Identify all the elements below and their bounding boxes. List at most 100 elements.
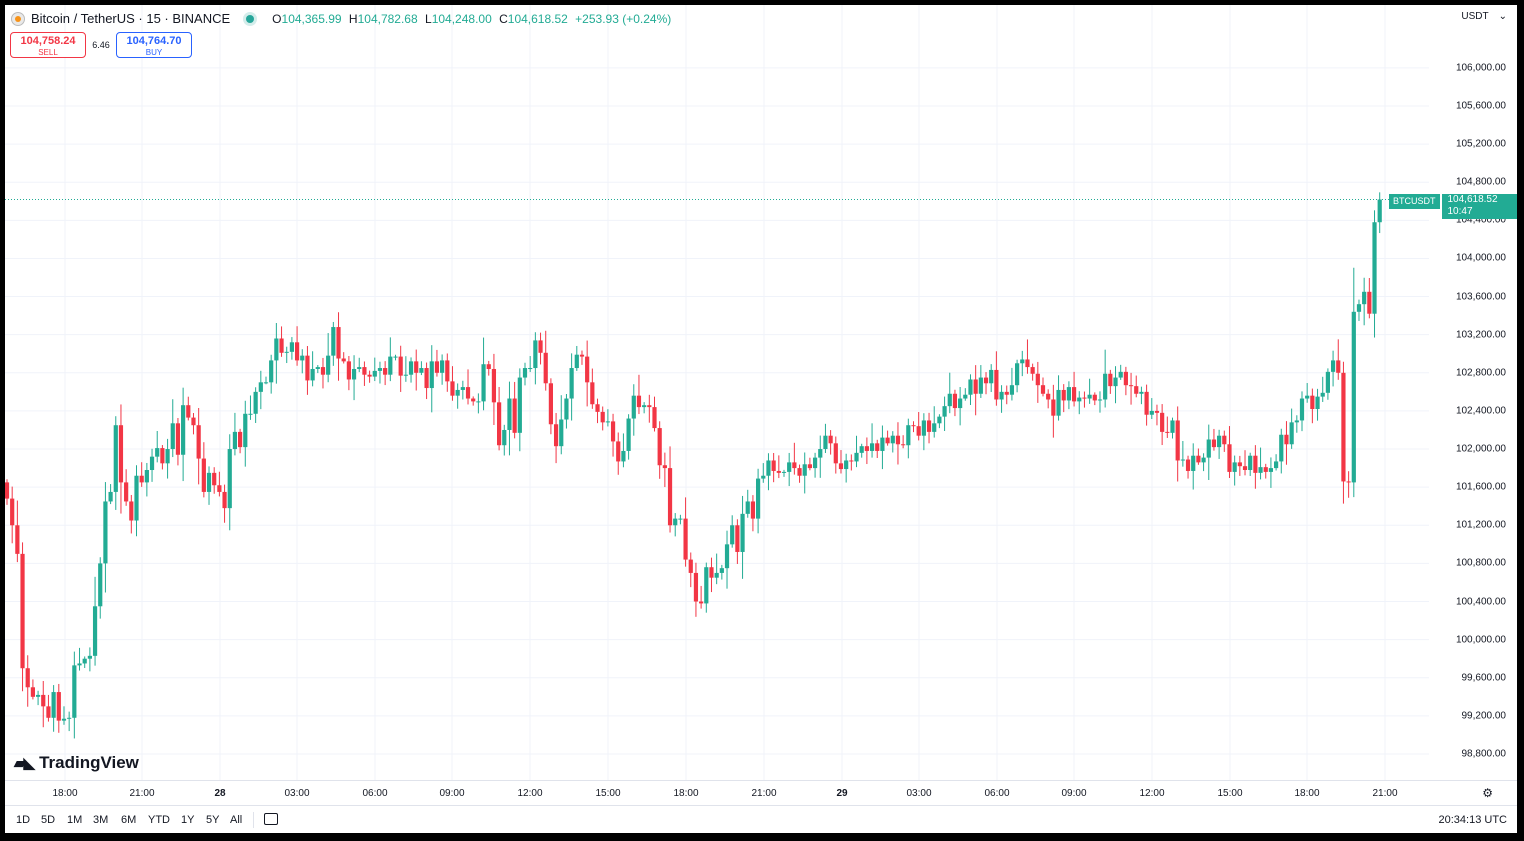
candle-body [113,425,118,492]
bottom-toolbar: 1D 5D 1M 3M 6M YTD 1Y 5Y All 20:34:13 UTC [5,805,1517,833]
candle-body [118,425,124,483]
candle-body [134,475,139,521]
candle-body [1315,396,1320,410]
candle-body [300,355,305,361]
range-button-ytd[interactable]: YTD [148,814,170,826]
high-label: H [348,11,358,26]
candle-body [1087,394,1092,399]
candle-body [455,389,460,396]
currency-selector[interactable]: USDT ⌄ [1461,11,1507,22]
candle-body [497,402,502,446]
candle-body [662,465,667,469]
time-tick-label: 15:00 [595,788,621,799]
range-button-5y[interactable]: 5Y [206,814,220,826]
price-tick-label: 104,800.00 [1455,176,1506,188]
candle-body [1299,398,1305,421]
candle-body [341,358,346,362]
candle-body [797,468,802,476]
candle-body [885,437,890,444]
candle-body [735,525,740,552]
candle-body [1035,373,1040,386]
candle-body [1258,467,1263,473]
price-axis[interactable]: USDT ⌄ 98,800.00 99,200.00 99,600.00 100,00… [1429,5,1517,780]
range-button-6m[interactable]: 6M [121,814,137,826]
candle-body [952,393,958,409]
tradingview-logo[interactable]: ▰◣ TradingView [14,753,139,773]
candle-body [398,356,403,376]
candle-body [10,498,15,526]
candle-body [600,411,605,423]
range-button-1m[interactable]: 1M [67,814,83,826]
candle-body [1336,360,1341,373]
chart-pane[interactable]: Bitcoin / TetherUS · 15 · BINANCE O104,3… [5,5,1429,780]
time-tick-label: 28 [214,788,226,799]
price-tick-label: 100,400.00 [1455,596,1506,608]
utc-clock[interactable]: 20:34:13 UTC [1438,814,1507,826]
candle-body [206,472,212,492]
candle-body [160,448,165,464]
price-tick-label: 102,000.00 [1455,443,1506,455]
candle-body [854,452,859,462]
candle-body [548,383,553,425]
candle-body [491,368,497,403]
candle-body [139,475,144,483]
open-label: O [272,11,282,26]
range-button-3m[interactable]: 3M [93,814,109,826]
candle-body [1191,455,1196,471]
price-tick-label: 103,200.00 [1455,329,1506,341]
candle-body [155,448,160,457]
candle-body [636,395,642,408]
time-axis[interactable]: 18:00 21:00 28 03:00 06:00 09:00 12:00 15:00 18:… [5,780,1517,805]
time-tick-label: 18:00 [1294,788,1320,799]
candle-body [1372,222,1377,314]
candle-body [144,470,149,483]
candle-body [1097,399,1103,401]
candle-body [212,472,217,486]
sell-price: 104,758.24 [20,35,76,47]
candle-body [667,468,673,526]
candle-body [652,407,657,429]
candle-body [512,398,517,433]
candle-body [284,351,289,353]
candle-body [1113,377,1118,387]
candle-body [621,450,626,462]
time-tick-label: 03:00 [906,788,932,799]
range-button-5d[interactable]: 5D [41,814,56,826]
candle-body [1217,435,1222,448]
sell-button[interactable]: 104,758.24 SELL [10,32,86,58]
candle-body [98,563,103,607]
candle-body [1160,412,1165,432]
candle-body [595,404,600,412]
candle-body [388,356,393,375]
candle-body [429,361,434,389]
candle-body [828,435,833,444]
candle-body [569,368,574,399]
candle-body [61,718,67,721]
range-button-1d[interactable]: 1D [16,814,31,826]
candle-body [890,435,895,444]
go-to-date-calendar-icon[interactable] [264,813,278,825]
candle-body [1346,481,1351,483]
candle-body [978,377,983,394]
candle-body [1071,387,1077,402]
settings-gear-icon[interactable]: ⚙ [1482,786,1493,800]
candle-body [383,368,388,375]
candle-body [1227,444,1232,472]
candle-body [750,501,756,519]
time-tick-label: 06:00 [984,788,1010,799]
candle-body [351,368,357,380]
range-button-all[interactable]: All [230,814,243,826]
chevron-down-icon: ⌄ [1498,11,1507,22]
close-value: 104,618.52 [507,11,568,26]
candle-body [533,340,538,369]
candlestick-chart[interactable] [5,5,1429,780]
candle-body [243,413,248,448]
candle-body [1077,397,1082,402]
buy-button[interactable]: 104,764.70 BUY [116,32,192,58]
toolbar-divider [253,812,254,828]
range-button-1y[interactable]: 1Y [181,814,195,826]
candle-body [1056,389,1061,416]
symbol-title[interactable]: Bitcoin / TetherUS · 15 · BINANCE [31,11,231,26]
candle-body [507,398,512,430]
candle-body [1356,304,1362,312]
